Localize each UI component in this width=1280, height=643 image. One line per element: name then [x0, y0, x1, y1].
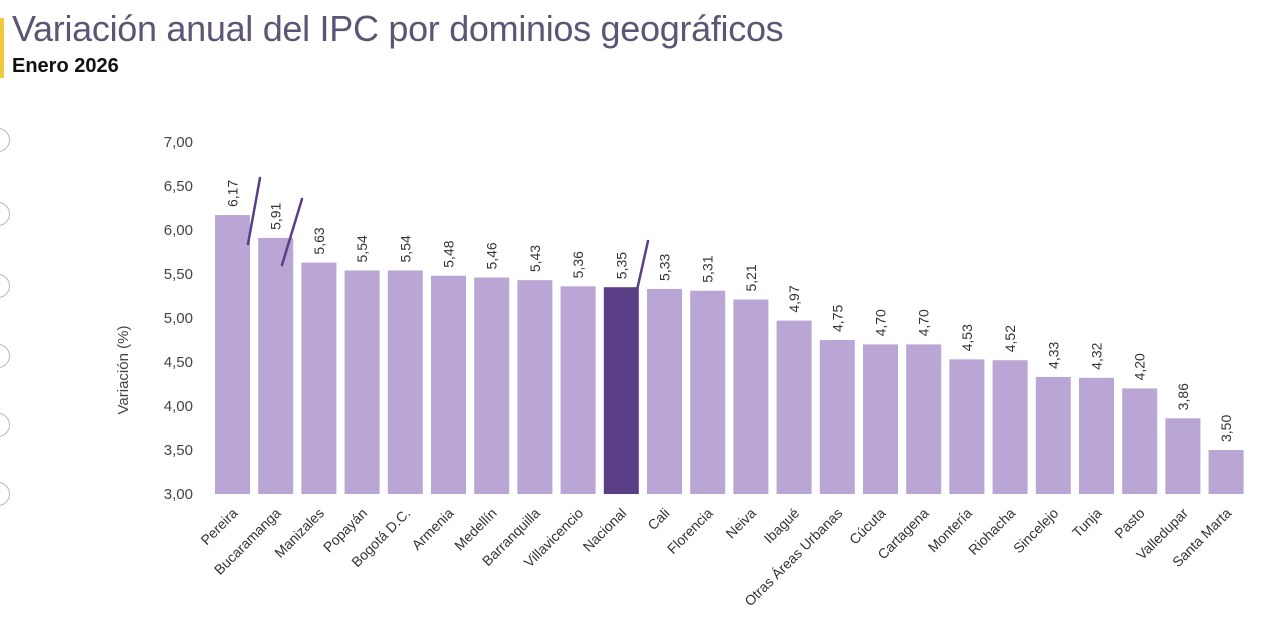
- bar: [1122, 388, 1158, 494]
- chart-subtitle: Enero 2026: [12, 55, 119, 77]
- bar: [1035, 376, 1071, 494]
- value-label: 4,32: [1089, 342, 1105, 369]
- x-tick-label: Ibagué: [761, 505, 803, 547]
- bar: [906, 344, 942, 494]
- value-label: 5,35: [613, 252, 629, 279]
- annotation-mark: [246, 176, 262, 246]
- x-tick-label: Nacional: [580, 505, 630, 555]
- y-tick-label: 6,00: [164, 222, 193, 239]
- x-tick-label: Cúcuta: [846, 505, 889, 548]
- value-label: 4,33: [1045, 341, 1061, 368]
- value-label: 4,52: [1002, 325, 1018, 352]
- x-tick-label: Cali: [644, 505, 672, 533]
- bars: [215, 215, 1244, 495]
- value-label: 5,54: [397, 235, 413, 262]
- bar: [301, 262, 337, 494]
- bar: [474, 277, 510, 494]
- value-label: 3,50: [1218, 415, 1234, 442]
- value-label: 5,21: [743, 264, 759, 291]
- value-label: 4,70: [916, 309, 932, 336]
- value-label: 5,31: [700, 255, 716, 282]
- y-tick-label: 7,00: [164, 134, 193, 151]
- x-tick-label: Neiva: [722, 505, 759, 542]
- y-tick-label: 4,00: [164, 398, 193, 415]
- y-tick-label: 3,50: [164, 442, 193, 459]
- x-axis-labels: PereiraBucaramangaManizalesPopayánBogotá…: [197, 505, 1234, 610]
- value-label: 6,17: [225, 180, 241, 207]
- y-tick-label: 5,50: [164, 266, 193, 283]
- bar: [733, 299, 769, 494]
- y-tick-label: 5,00: [164, 310, 193, 327]
- value-label: 5,48: [441, 240, 457, 267]
- x-tick-label: Sincelejo: [1010, 505, 1062, 557]
- bar: [387, 270, 423, 494]
- y-tick-label: 4,50: [164, 354, 193, 371]
- value-label: 3,86: [1175, 383, 1191, 410]
- bar: [690, 290, 726, 494]
- value-label: 4,53: [959, 324, 975, 351]
- bar: [863, 344, 898, 494]
- x-tick-label: Florencia: [664, 505, 716, 557]
- value-label: 5,33: [657, 253, 673, 280]
- value-label: 5,36: [570, 251, 586, 278]
- value-label: 5,91: [268, 202, 284, 229]
- y-axis-ticks: 3,00 3,50 4,00 4,50 5,00 5,50 6,00 6,50 7,00: [164, 134, 193, 503]
- value-label: 5,46: [484, 242, 500, 269]
- value-label: 4,20: [1132, 353, 1148, 380]
- value-label: 5,43: [527, 245, 543, 272]
- value-label: 4,75: [829, 305, 845, 332]
- value-label: 5,54: [354, 235, 370, 262]
- value-label: 4,70: [873, 309, 889, 336]
- bar: [1079, 377, 1114, 494]
- y-axis-label: Variación (%): [115, 326, 132, 415]
- chart-title: Variación anual del IPC por dominios geo…: [12, 8, 784, 49]
- bar: [560, 286, 596, 494]
- bar: [215, 215, 250, 495]
- title-accent-bar: [0, 18, 4, 78]
- value-label: 4,97: [786, 285, 802, 312]
- bar: [819, 340, 855, 494]
- value-labels: 6,17 5,91 5,63 5,54 5,54 5,48 5,46 5,43 5,36 5,35…: [225, 180, 1235, 442]
- annotation-mark: [635, 239, 650, 292]
- bar: [344, 270, 380, 494]
- bar: [776, 320, 812, 494]
- x-tick-label: Tunja: [1069, 505, 1105, 541]
- y-tick-label: 3,00: [164, 486, 193, 503]
- bar-nacional: [603, 287, 639, 494]
- annotation-mark: [280, 197, 304, 267]
- bar: [258, 237, 294, 495]
- bar: [949, 359, 985, 494]
- bar: [517, 280, 553, 494]
- bar: [992, 360, 1028, 494]
- annotation-marks: [246, 176, 650, 292]
- bar: [1165, 418, 1201, 494]
- bar: [431, 275, 466, 494]
- x-tick-label: Armenia: [408, 505, 456, 553]
- x-tick-label: Pasto: [1111, 505, 1148, 542]
- value-label: 5,63: [311, 227, 327, 254]
- y-tick-label: 6,50: [164, 178, 193, 195]
- x-tick-label: Pereira: [197, 505, 240, 548]
- bar: [647, 288, 682, 494]
- bar: [1208, 450, 1244, 494]
- x-tick-label: Riohacha: [965, 505, 1018, 558]
